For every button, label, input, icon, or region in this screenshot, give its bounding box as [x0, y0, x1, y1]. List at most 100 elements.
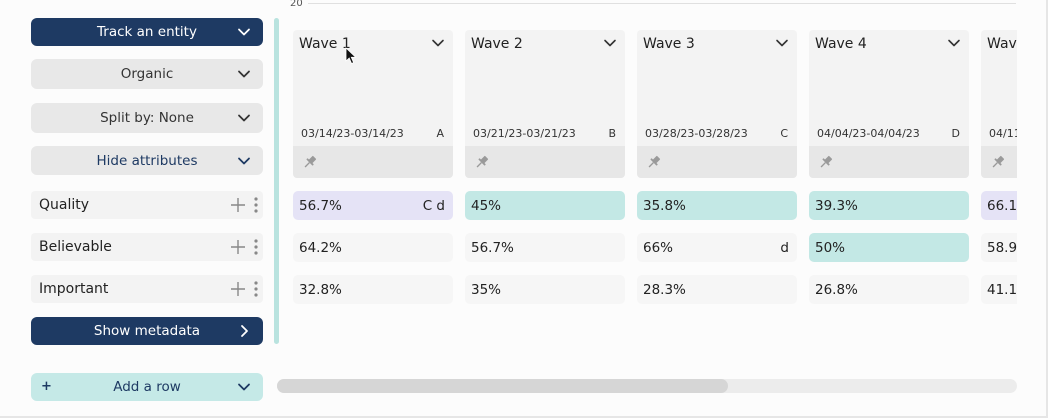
- plus-icon[interactable]: [229, 280, 247, 298]
- wave-header[interactable]: Wave 1 03/14/23-03/14/23 A: [293, 30, 453, 146]
- cell-value: 26.8%: [815, 281, 858, 298]
- value-cell[interactable]: 56.7%: [465, 233, 625, 262]
- attribute-label: Believable: [39, 239, 112, 255]
- value-cell[interactable]: 41.1%: [981, 275, 1017, 304]
- wave-title: Wave 2: [471, 36, 523, 52]
- wave-title: Wave 4: [815, 36, 867, 52]
- organic-label: Organic: [120, 66, 174, 82]
- pin-bar: [465, 146, 625, 178]
- wave-date-range: 03/21/23-03/21/23: [473, 127, 576, 140]
- value-cell[interactable]: 45%: [465, 191, 625, 220]
- wave-title: Wave 3: [643, 36, 695, 52]
- wave-header[interactable]: Wave 3 03/28/23-03/28/23 C: [637, 30, 797, 146]
- pin-icon[interactable]: [646, 154, 662, 170]
- plus-icon: +: [41, 379, 52, 395]
- value-cell[interactable]: 58.9%: [981, 233, 1017, 262]
- track-entity-dropdown[interactable]: Track an entity: [31, 18, 263, 46]
- cursor-icon: [345, 47, 357, 65]
- kebab-icon[interactable]: [253, 280, 259, 298]
- kebab-icon[interactable]: [253, 238, 259, 256]
- wave-column: Wave 2 03/21/23-03/21/23 B 45% 56.7% 35%: [465, 0, 625, 360]
- pin-bar: [809, 146, 969, 178]
- plus-icon[interactable]: [229, 238, 247, 256]
- value-cell[interactable]: 50%: [809, 233, 969, 262]
- attribute-row-believable: Believable: [31, 233, 263, 261]
- pin-icon[interactable]: [302, 154, 318, 170]
- wave-title: Wave 1: [299, 36, 351, 52]
- wave-header[interactable]: Wave 4 04/04/23-04/04/23 D: [809, 30, 969, 146]
- cell-value: 28.3%: [643, 281, 686, 298]
- value-cell[interactable]: 64.2%: [293, 233, 453, 262]
- value-cell[interactable]: 28.3%: [637, 275, 797, 304]
- value-cell[interactable]: 39.3%: [809, 191, 969, 220]
- chevron-down-icon[interactable]: [947, 36, 961, 50]
- value-cell[interactable]: 32.8%: [293, 275, 453, 304]
- add-row-dropdown[interactable]: + Add a row: [31, 373, 263, 401]
- pin-bar: [637, 146, 797, 178]
- cell-value: 64.2%: [299, 239, 342, 256]
- chevron-down-icon: [238, 70, 250, 78]
- show-metadata-button[interactable]: Show metadata: [31, 317, 263, 345]
- significance-letters: d: [780, 239, 789, 256]
- attribute-label: Quality: [39, 197, 90, 213]
- plus-icon[interactable]: [229, 196, 247, 214]
- attribute-row-important: Important: [31, 275, 263, 303]
- pin-icon[interactable]: [474, 154, 490, 170]
- cell-value: 35%: [471, 281, 502, 298]
- wave-column: Wave 5 04/11/23-04/11/23 E 66.1% 58.9% 4…: [981, 0, 1017, 360]
- pin-icon[interactable]: [818, 154, 834, 170]
- wave-header[interactable]: Wave 5 04/11/23-04/11/23 E: [981, 30, 1017, 146]
- significance-letters: C d: [422, 197, 445, 214]
- cell-value: 41.1%: [987, 281, 1017, 298]
- chevron-right-icon: [241, 325, 248, 337]
- attribute-row-quality: Quality: [31, 191, 263, 219]
- value-cell[interactable]: 26.8%: [809, 275, 969, 304]
- wave-header[interactable]: Wave 2 03/21/23-03/21/23 B: [465, 30, 625, 146]
- cell-value: 50%: [815, 239, 846, 256]
- track-entity-label: Track an entity: [97, 24, 197, 40]
- wave-grid: Wave 1 03/14/23-03/14/23 A 56.7% C d 64.…: [293, 0, 1017, 360]
- wave-column: Wave 1 03/14/23-03/14/23 A 56.7% C d 64.…: [293, 0, 453, 360]
- cell-value: 32.8%: [299, 281, 342, 298]
- cell-value: 58.9%: [987, 239, 1017, 256]
- chevron-down-icon: [238, 28, 250, 36]
- wave-column: Wave 4 04/04/23-04/04/23 D 39.3% 50% 26.…: [809, 0, 969, 360]
- vertical-scrollbar[interactable]: [274, 18, 279, 344]
- cell-value: 66%: [643, 239, 674, 256]
- pin-icon[interactable]: [990, 154, 1006, 170]
- attribute-label: Important: [39, 281, 109, 297]
- cell-value: 35.8%: [643, 197, 686, 214]
- chevron-down-icon[interactable]: [603, 36, 617, 50]
- pin-bar: [981, 146, 1017, 178]
- chevron-down-icon[interactable]: [431, 36, 445, 50]
- wave-title: Wave 5: [987, 36, 1017, 52]
- value-cell[interactable]: 35%: [465, 275, 625, 304]
- wave-date-range: 04/11/23-04/11/23: [989, 127, 1017, 140]
- value-cell[interactable]: 56.7% C d: [293, 191, 453, 220]
- show-metadata-label: Show metadata: [93, 323, 201, 339]
- wave-date-range: 03/28/23-03/28/23: [645, 127, 748, 140]
- value-cell[interactable]: 66.1%: [981, 191, 1017, 220]
- horizontal-scrollbar[interactable]: [277, 379, 1017, 393]
- value-cell[interactable]: 35.8%: [637, 191, 797, 220]
- cell-value: 45%: [471, 197, 502, 214]
- hide-attributes-label: Hide attributes: [96, 152, 198, 169]
- chevron-down-icon: [238, 383, 250, 391]
- chevron-down-icon[interactable]: [775, 36, 789, 50]
- hide-attributes-dropdown[interactable]: Hide attributes: [31, 146, 263, 175]
- split-by-dropdown[interactable]: Split by: None: [31, 103, 263, 133]
- value-cell[interactable]: 66% d: [637, 233, 797, 262]
- cell-value: 56.7%: [471, 239, 514, 256]
- cell-value: 56.7%: [299, 197, 342, 214]
- split-by-label: Split by: None: [100, 110, 194, 126]
- cell-value: 66.1%: [987, 197, 1017, 214]
- kebab-icon[interactable]: [253, 196, 259, 214]
- horizontal-scroll-thumb[interactable]: [277, 379, 729, 393]
- pin-bar: [293, 146, 453, 178]
- axis-line: [308, 3, 1016, 4]
- add-row-label: Add a row: [113, 379, 181, 395]
- organic-dropdown[interactable]: Organic: [31, 59, 263, 89]
- chevron-down-icon: [238, 157, 250, 164]
- axis-tick-label: 20: [290, 0, 303, 9]
